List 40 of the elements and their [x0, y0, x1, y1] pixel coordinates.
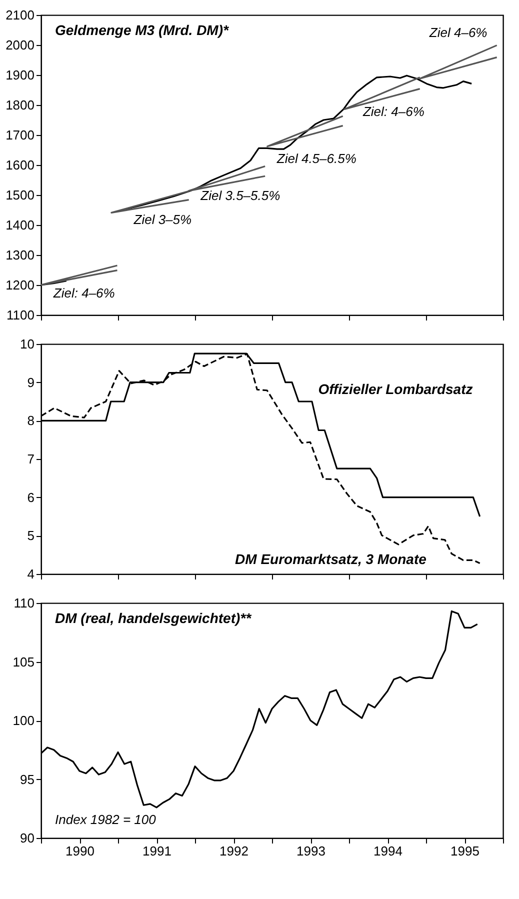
y-tick-label: 1700 [6, 128, 34, 142]
annotation: Ziel 3.5–5.5% [200, 188, 280, 203]
y-tick-label: 4 [27, 566, 34, 582]
y-tick-label: 2100 [6, 8, 34, 22]
y-tick-label: 1300 [6, 248, 34, 262]
y-tick-label: 10 [20, 336, 34, 352]
y-tick-label: 110 [14, 596, 34, 610]
series-label: Offizieller Lombardsatz [318, 381, 473, 397]
series-label: DM Euromarktsatz, 3 Monate [235, 551, 427, 568]
x-tick-label: 1994 [374, 844, 402, 858]
y-tick-label: 9 [27, 374, 34, 390]
x-tick-label: 1991 [142, 844, 172, 858]
y-tick-label: 1100 [6, 308, 34, 322]
y-tick-label: 95 [20, 772, 34, 787]
text: DM (real, handelsgewichtet)** [55, 610, 252, 626]
y-tick-label: 7 [27, 452, 34, 466]
annotation: Ziel 3–5% [132, 212, 192, 227]
y-tick-label: 90 [20, 830, 34, 846]
x-tick-label: 1992 [220, 844, 248, 858]
annotation: Ziel 4–6% [428, 24, 488, 40]
y-tick-label: 1200 [6, 278, 34, 292]
annotation: Ziel 4.5–6.5% [276, 150, 356, 166]
x-tick-label: 1990 [66, 844, 94, 858]
y-tick-label: 1400 [6, 218, 34, 232]
x-tick-label: 1993 [296, 844, 326, 858]
y-tick-label: 1900 [6, 68, 34, 82]
text: Geldmenge M3 (Mrd. DM)* [55, 22, 230, 38]
annotation: Index 1982 = 100 [55, 812, 157, 827]
annotation: Ziel: 4–6% [362, 104, 424, 119]
x-tick-label: 1995 [450, 844, 480, 858]
y-tick-label: 1600 [6, 158, 34, 172]
y-tick-label: 8 [27, 413, 34, 428]
y-tick-label: 1500 [6, 188, 34, 202]
y-tick-label: 6 [27, 490, 34, 505]
annotation: Ziel: 4–6% [52, 286, 115, 301]
y-tick-label: 105 [12, 654, 34, 670]
y-tick-label: 5 [27, 528, 34, 544]
y-tick-label: 1800 [6, 98, 34, 112]
y-tick-label: 100 [12, 713, 34, 728]
y-tick-label: 2000 [6, 38, 34, 52]
